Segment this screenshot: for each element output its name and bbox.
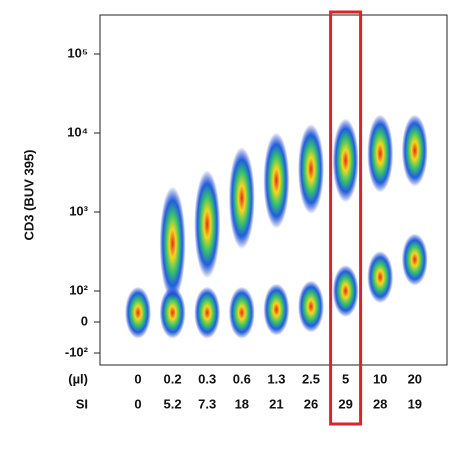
positive-population (194, 170, 221, 279)
y-tick-label: 10⁴ (67, 124, 88, 139)
si-label: 28 (373, 396, 387, 411)
si-label: 0 (134, 396, 141, 411)
negative-population (367, 251, 394, 304)
y-tick-label: 10³ (69, 203, 88, 218)
dose-label: 0.3 (198, 371, 216, 386)
positive-population (159, 186, 186, 301)
si-label: 5.2 (164, 396, 182, 411)
row-label: (µl) (68, 371, 88, 386)
negative-population (401, 233, 428, 286)
positive-population (367, 114, 394, 193)
positive-population (263, 132, 290, 229)
y-tick-label: -10² (65, 344, 89, 359)
positive-population (401, 114, 428, 187)
negative-population (332, 265, 359, 317)
y-tick-label: 10² (69, 282, 88, 297)
si-label: 19 (408, 396, 422, 411)
si-label: 18 (235, 396, 249, 411)
positive-population (298, 124, 324, 215)
si-label: 21 (269, 396, 283, 411)
si-label: 26 (304, 396, 318, 411)
negative-population (298, 280, 324, 333)
negative-population (159, 286, 186, 339)
si-label: 7.3 (198, 396, 216, 411)
y-tick-label: 0 (81, 313, 88, 328)
negative-population (194, 286, 221, 339)
row-label: SI (76, 396, 88, 411)
y-axis-label: CD3 (BUV 395) (21, 149, 36, 240)
si-label: 29 (338, 396, 352, 411)
dose-label: 1.3 (267, 371, 285, 386)
positive-population (332, 118, 359, 203)
highlight-box (329, 10, 363, 426)
negative-population (125, 286, 151, 339)
y-tick-label: 10⁵ (67, 45, 88, 60)
dose-label: 2.5 (302, 371, 320, 386)
negative-population (228, 286, 255, 339)
dose-label: 0.2 (164, 371, 182, 386)
dose-label: 0 (134, 371, 141, 386)
negative-population (263, 283, 290, 336)
plot-frame (99, 14, 448, 366)
dose-label: 5 (342, 371, 349, 386)
dose-label: 10 (373, 371, 387, 386)
positive-population (228, 147, 255, 250)
dose-label: 20 (408, 371, 422, 386)
dose-label: 0.6 (233, 371, 251, 386)
